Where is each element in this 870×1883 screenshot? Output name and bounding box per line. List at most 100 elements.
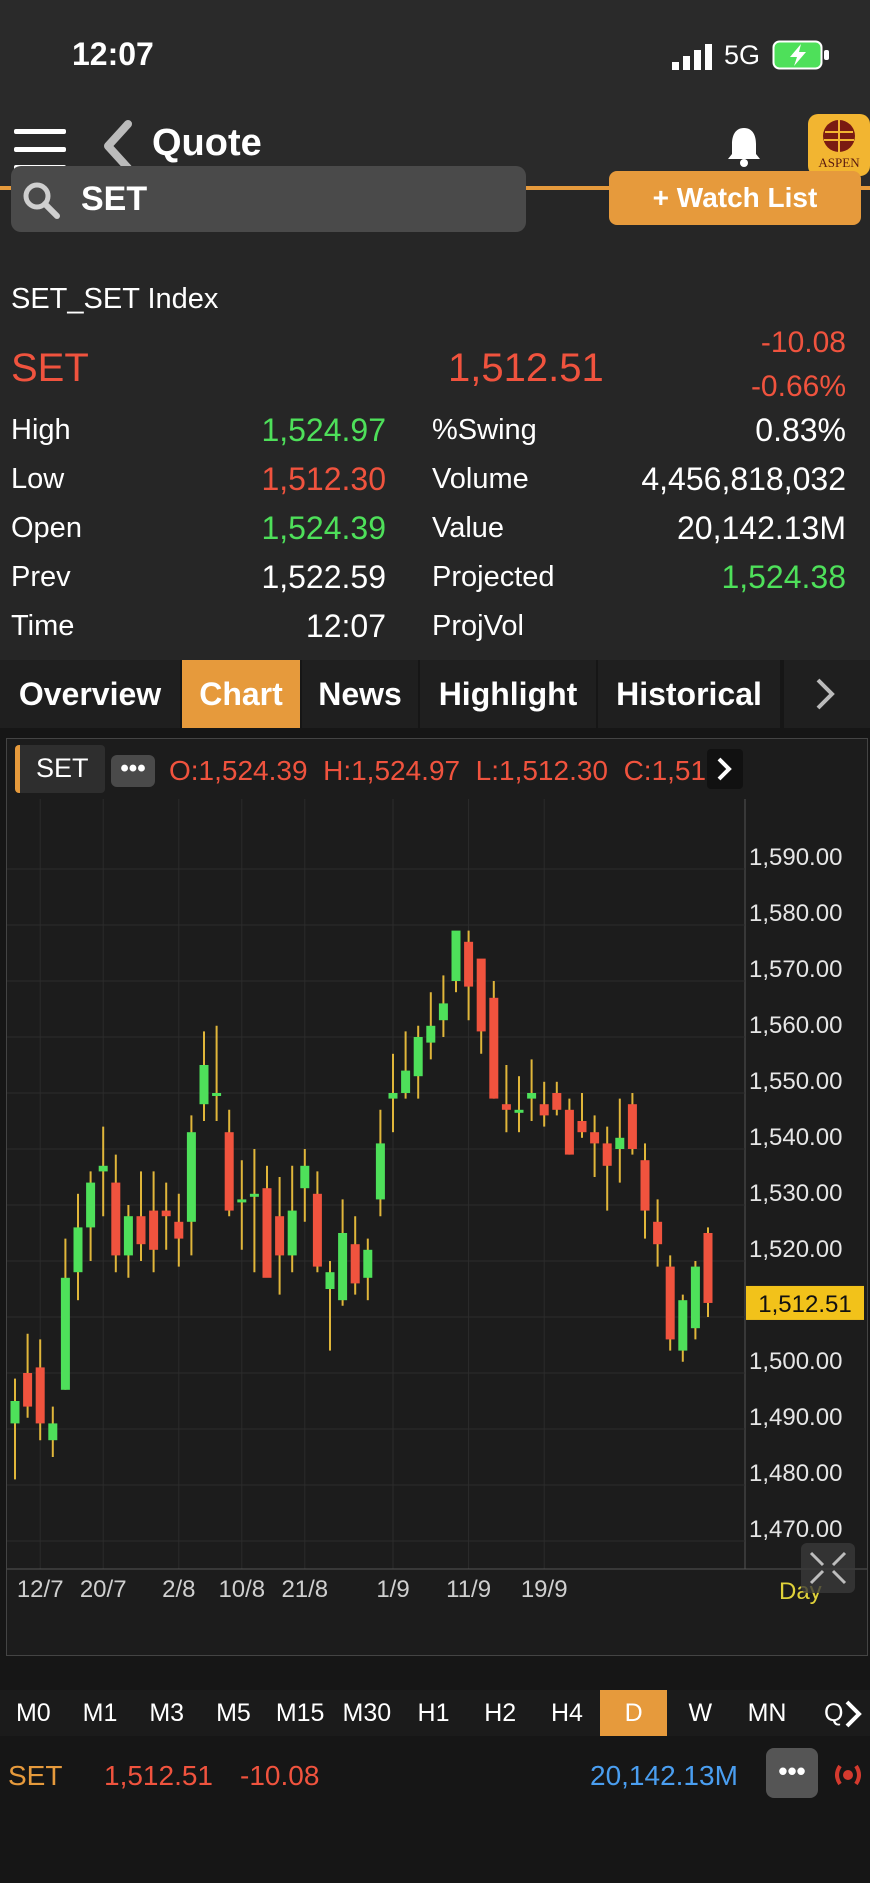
add-watch-list-button[interactable]: + Watch List	[609, 171, 861, 225]
timeframe-m3[interactable]: M3	[149, 1699, 185, 1727]
ticker-symbol[interactable]: SET	[8, 1760, 63, 1791]
timeframe-d[interactable]: D	[600, 1690, 667, 1736]
timeframe-mn[interactable]: MN	[747, 1699, 787, 1727]
ticker-more-button[interactable]: •••	[766, 1748, 818, 1798]
y-tick-label: 1,590.00	[749, 844, 842, 871]
candle-body	[325, 1272, 335, 1289]
candle-body	[501, 1104, 511, 1110]
candle-body	[237, 1199, 247, 1203]
timeframe-q[interactable]: Q	[824, 1699, 844, 1727]
candle-body	[375, 1143, 385, 1200]
ohlc-expand-button[interactable]	[707, 749, 743, 789]
index-name: SET_SET Index	[11, 283, 219, 315]
stat-value2-3: 1,524.38	[721, 559, 846, 595]
timeframe-scroll-chevron-icon[interactable]	[840, 1698, 866, 1730]
tab-chart[interactable]: Chart	[182, 660, 300, 728]
x-tick-label: 2/8	[162, 1576, 195, 1603]
x-tick-label: 1/9	[376, 1576, 409, 1603]
stat-value2-2: 20,142.13M	[676, 510, 846, 546]
last-price-marker	[746, 1285, 864, 1320]
chart-panel[interactable]: SET ••• O:1,524.39 H:1,524.97 L:1,512.30…	[6, 738, 868, 1656]
candle-body	[539, 1104, 549, 1116]
stat-value-4: 12:07	[305, 608, 386, 644]
stat-label2-1: Volume	[432, 463, 529, 495]
last-price: 1,512.51	[448, 346, 604, 390]
candle-body	[615, 1137, 625, 1149]
timeframe-m30[interactable]: M30	[342, 1699, 392, 1727]
candle-body	[186, 1132, 196, 1222]
candle-body	[23, 1373, 33, 1407]
timeframe-h2[interactable]: H2	[484, 1699, 517, 1727]
candle-body	[98, 1165, 108, 1172]
candle-body	[35, 1367, 45, 1424]
tab-historical[interactable]: Historical	[598, 660, 780, 728]
brand-label: ASPEN	[818, 155, 860, 170]
bottom-ticker-bar: SET 1,512.51 -10.08 20,142.13M •••	[0, 1740, 870, 1883]
fullscreen-icon[interactable]	[801, 1543, 855, 1593]
y-tick-label: 1,550.00	[749, 1068, 842, 1095]
tab-bar: Overview Chart News Highlight Historical	[0, 660, 870, 728]
candle-body	[287, 1210, 297, 1256]
candle-body	[426, 1025, 436, 1043]
candle-body	[73, 1227, 83, 1273]
candle-body	[123, 1216, 133, 1256]
candle-body	[262, 1188, 272, 1278]
candle-body	[438, 1003, 448, 1021]
candle-body	[338, 1233, 348, 1301]
tab-scroll-button[interactable]	[784, 660, 870, 728]
chart-more-button[interactable]: •••	[111, 755, 155, 787]
candle-body	[489, 997, 499, 1099]
candle-body	[199, 1065, 209, 1105]
y-tick-label: 1,480.00	[749, 1460, 842, 1487]
stat-value-3: 1,522.59	[261, 559, 386, 595]
ticker-change: -10.08	[240, 1760, 320, 1791]
stat-label-1: Low	[11, 463, 65, 495]
timeframe-h4[interactable]: H4	[550, 1699, 583, 1727]
candle-body	[640, 1160, 650, 1211]
ohlc-readout: O:1,524.39 H:1,524.97 L:1,512.30 C:1,51	[165, 745, 717, 793]
tab-overview[interactable]: Overview	[0, 660, 180, 728]
candle-body	[136, 1216, 146, 1245]
chart-symbol-chip[interactable]: SET	[15, 745, 105, 793]
stat-value2-1: 4,456,818,032	[641, 461, 846, 497]
candle-body	[149, 1210, 159, 1250]
timeframe-m5[interactable]: M5	[216, 1699, 251, 1727]
x-tick-label: 21/8	[281, 1576, 328, 1603]
stat-value-0: 1,524.97	[261, 412, 386, 448]
status-bar: 12:07 5G	[0, 0, 870, 110]
candle-body	[464, 941, 474, 987]
candle-body	[653, 1221, 663, 1245]
candle-body	[602, 1143, 612, 1166]
price-change-percent: -0.66%	[750, 370, 846, 403]
y-tick-label: 1,520.00	[749, 1236, 842, 1263]
candle-body	[161, 1210, 171, 1217]
stat-value-2: 1,524.39	[261, 510, 386, 546]
search-field[interactable]: SET	[11, 166, 526, 232]
timeframe-h1[interactable]: H1	[417, 1699, 450, 1727]
candle-body	[350, 1244, 360, 1284]
live-signal-icon[interactable]	[832, 1760, 864, 1790]
x-tick-label: 20/7	[80, 1576, 127, 1603]
tab-news[interactable]: News	[302, 660, 418, 728]
y-tick-label: 1,470.00	[749, 1516, 842, 1543]
timeframe-m1[interactable]: M1	[82, 1699, 118, 1727]
candle-body	[627, 1104, 637, 1149]
candle-body	[111, 1182, 121, 1256]
candle-body	[703, 1233, 713, 1303]
back-chevron-icon[interactable]	[100, 120, 134, 172]
app-header: Quote ASPEN	[0, 110, 870, 190]
candle-body	[48, 1423, 58, 1441]
search-input-value[interactable]: SET	[81, 180, 148, 218]
bell-icon[interactable]	[726, 124, 762, 168]
tab-highlight[interactable]: Highlight	[420, 660, 596, 728]
quote-symbol: SET	[11, 346, 89, 390]
candlestick-chart[interactable]: 1,590.00 1,580.00 1,570.00 1,560.00 1,550.00…	[7, 799, 867, 1655]
timeframe-w[interactable]: W	[688, 1699, 713, 1727]
timeframe-m0[interactable]: M0	[15, 1699, 51, 1727]
globe-icon	[823, 120, 855, 152]
candle-body	[514, 1109, 524, 1113]
menu-icon[interactable]	[14, 127, 66, 171]
timeframe-m15[interactable]: M15	[275, 1699, 325, 1727]
aspen-logo[interactable]: ASPEN	[808, 114, 870, 176]
stat-label-4: Time	[11, 610, 75, 642]
